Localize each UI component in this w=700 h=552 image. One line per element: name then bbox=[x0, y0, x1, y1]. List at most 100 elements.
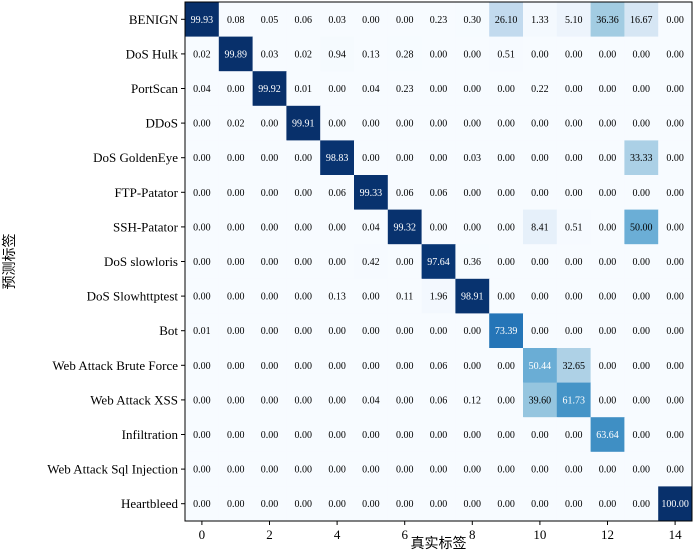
heatmap-cell-value: 0.04 bbox=[362, 84, 380, 95]
heatmap-cell-value: 0.00 bbox=[666, 430, 684, 441]
heatmap-cell bbox=[252, 244, 287, 280]
heatmap-cell bbox=[218, 71, 254, 107]
heatmap-cell bbox=[218, 313, 254, 349]
heatmap-cell bbox=[523, 417, 558, 453]
heatmap-cell-value: 0.00 bbox=[565, 326, 583, 337]
row-label: SSH-Patator bbox=[113, 219, 179, 234]
heatmap-cell-value: 0.00 bbox=[295, 222, 313, 233]
heatmap-cell bbox=[421, 486, 456, 522]
heatmap-cell bbox=[523, 348, 558, 384]
heatmap-cell bbox=[489, 175, 524, 211]
row-label: DoS GoldenEye bbox=[93, 150, 178, 165]
heatmap-cell-value: 0.06 bbox=[430, 395, 448, 406]
heatmap-cell-value: 0.00 bbox=[328, 395, 346, 406]
heatmap-cell-value: 0.00 bbox=[430, 222, 448, 233]
heatmap-cell bbox=[421, 382, 456, 418]
heatmap-cell-value: 0.00 bbox=[565, 153, 583, 164]
heatmap-cell bbox=[387, 417, 423, 453]
heatmap-cell-value: 0.00 bbox=[565, 499, 583, 510]
x-tick-label: 2 bbox=[266, 527, 273, 542]
row-label: BENIGN bbox=[129, 12, 179, 27]
heatmap-cell-value: 5.10 bbox=[565, 15, 583, 26]
heatmap-cell-value: 0.00 bbox=[666, 395, 684, 406]
heatmap-cell-value: 0.00 bbox=[565, 257, 583, 268]
heatmap-cell bbox=[658, 278, 693, 314]
heatmap-cell-value: 0.28 bbox=[396, 49, 414, 60]
row-label: Web Attack Sql Injection bbox=[47, 462, 178, 477]
heatmap-cell bbox=[185, 348, 220, 384]
heatmap-cell-value: 0.30 bbox=[464, 15, 482, 26]
heatmap-cell-value: 0.00 bbox=[531, 326, 549, 337]
heatmap-cell-value: 0.00 bbox=[396, 465, 414, 476]
heatmap-cell bbox=[185, 175, 220, 211]
heatmap-cell bbox=[590, 382, 625, 418]
row-label: DoS Slowhttptest bbox=[87, 289, 179, 304]
heatmap-cell-value: 0.00 bbox=[599, 84, 617, 95]
heatmap-cell-value: 0.00 bbox=[666, 84, 684, 95]
heatmap-cell-value: 0.00 bbox=[565, 84, 583, 95]
heatmap-cell bbox=[286, 382, 321, 418]
heatmap-cell bbox=[658, 209, 693, 245]
heatmap-cell bbox=[556, 486, 592, 522]
heatmap-cell-value: 0.00 bbox=[295, 430, 313, 441]
heatmap-cell-value: 0.00 bbox=[396, 153, 414, 164]
heatmap-cell bbox=[489, 105, 524, 141]
heatmap-cell-value: 0.00 bbox=[633, 326, 651, 337]
heatmap-cell-value: 0.01 bbox=[295, 84, 313, 95]
heatmap-cell-value: 0.22 bbox=[531, 84, 549, 95]
heatmap-cell bbox=[523, 36, 558, 72]
heatmap-cell-value: 50.00 bbox=[630, 222, 653, 233]
heatmap-cell bbox=[489, 313, 524, 349]
heatmap-cell-value: 0.51 bbox=[565, 222, 583, 233]
plot-frame bbox=[184, 1, 693, 522]
heatmap-cell bbox=[320, 348, 355, 384]
x-tick-label: 12 bbox=[601, 527, 614, 542]
heatmap-cell-value: 0.00 bbox=[362, 465, 380, 476]
heatmap-cell bbox=[455, 175, 490, 211]
heatmap-cell-value: 0.00 bbox=[497, 395, 515, 406]
heatmap-cell bbox=[252, 105, 287, 141]
heatmap-cell bbox=[218, 2, 254, 38]
heatmap-cell bbox=[523, 140, 558, 176]
heatmap-cell bbox=[218, 105, 254, 141]
heatmap-cell-value: 0.00 bbox=[531, 49, 549, 60]
heatmap-cell bbox=[523, 451, 558, 487]
heatmap-cell bbox=[252, 175, 287, 211]
heatmap-cell-value: 0.00 bbox=[633, 84, 651, 95]
heatmap-cell-value: 0.00 bbox=[261, 188, 279, 199]
x-tick-label: 4 bbox=[334, 527, 341, 542]
heatmap-cell bbox=[556, 348, 592, 384]
heatmap-cell bbox=[185, 2, 220, 38]
heatmap-cell-value: 16.67 bbox=[630, 15, 653, 26]
heatmap-cell-value: 0.00 bbox=[464, 361, 482, 372]
heatmap-cell-value: 98.91 bbox=[461, 292, 484, 303]
heatmap-cell bbox=[185, 244, 220, 280]
heatmap-cell-value: 0.00 bbox=[599, 465, 617, 476]
heatmap-cell-value: 0.00 bbox=[464, 188, 482, 199]
heatmap-cell bbox=[354, 36, 389, 72]
heatmap-cell-value: 99.91 bbox=[292, 119, 315, 130]
heatmap-cell bbox=[354, 2, 389, 38]
heatmap-cell bbox=[624, 209, 659, 245]
heatmap-cell-value: 0.00 bbox=[227, 465, 245, 476]
heatmap-cell bbox=[252, 313, 287, 349]
x-tick-label: 6 bbox=[401, 527, 408, 542]
heatmap-cell bbox=[185, 313, 220, 349]
heatmap-cell-value: 0.00 bbox=[666, 326, 684, 337]
heatmap-cell-value: 0.00 bbox=[193, 465, 211, 476]
x-tick-label: 14 bbox=[669, 527, 683, 542]
heatmap-cell-value: 0.00 bbox=[531, 465, 549, 476]
heatmap-cell bbox=[354, 278, 389, 314]
heatmap-cell-value: 0.00 bbox=[193, 395, 211, 406]
heatmap-cell-value: 73.39 bbox=[495, 326, 518, 337]
heatmap-cell bbox=[590, 209, 625, 245]
heatmap-cell-value: 100.00 bbox=[661, 499, 689, 510]
heatmap-cell-value: 0.00 bbox=[261, 395, 279, 406]
heatmap-cell bbox=[624, 71, 659, 107]
heatmap-cell-value: 0.00 bbox=[261, 430, 279, 441]
heatmap-cell-value: 0.00 bbox=[430, 326, 448, 337]
heatmap-cell-value: 0.00 bbox=[497, 292, 515, 303]
heatmap-cell-value: 0.02 bbox=[227, 119, 245, 130]
heatmap-cell bbox=[320, 244, 355, 280]
